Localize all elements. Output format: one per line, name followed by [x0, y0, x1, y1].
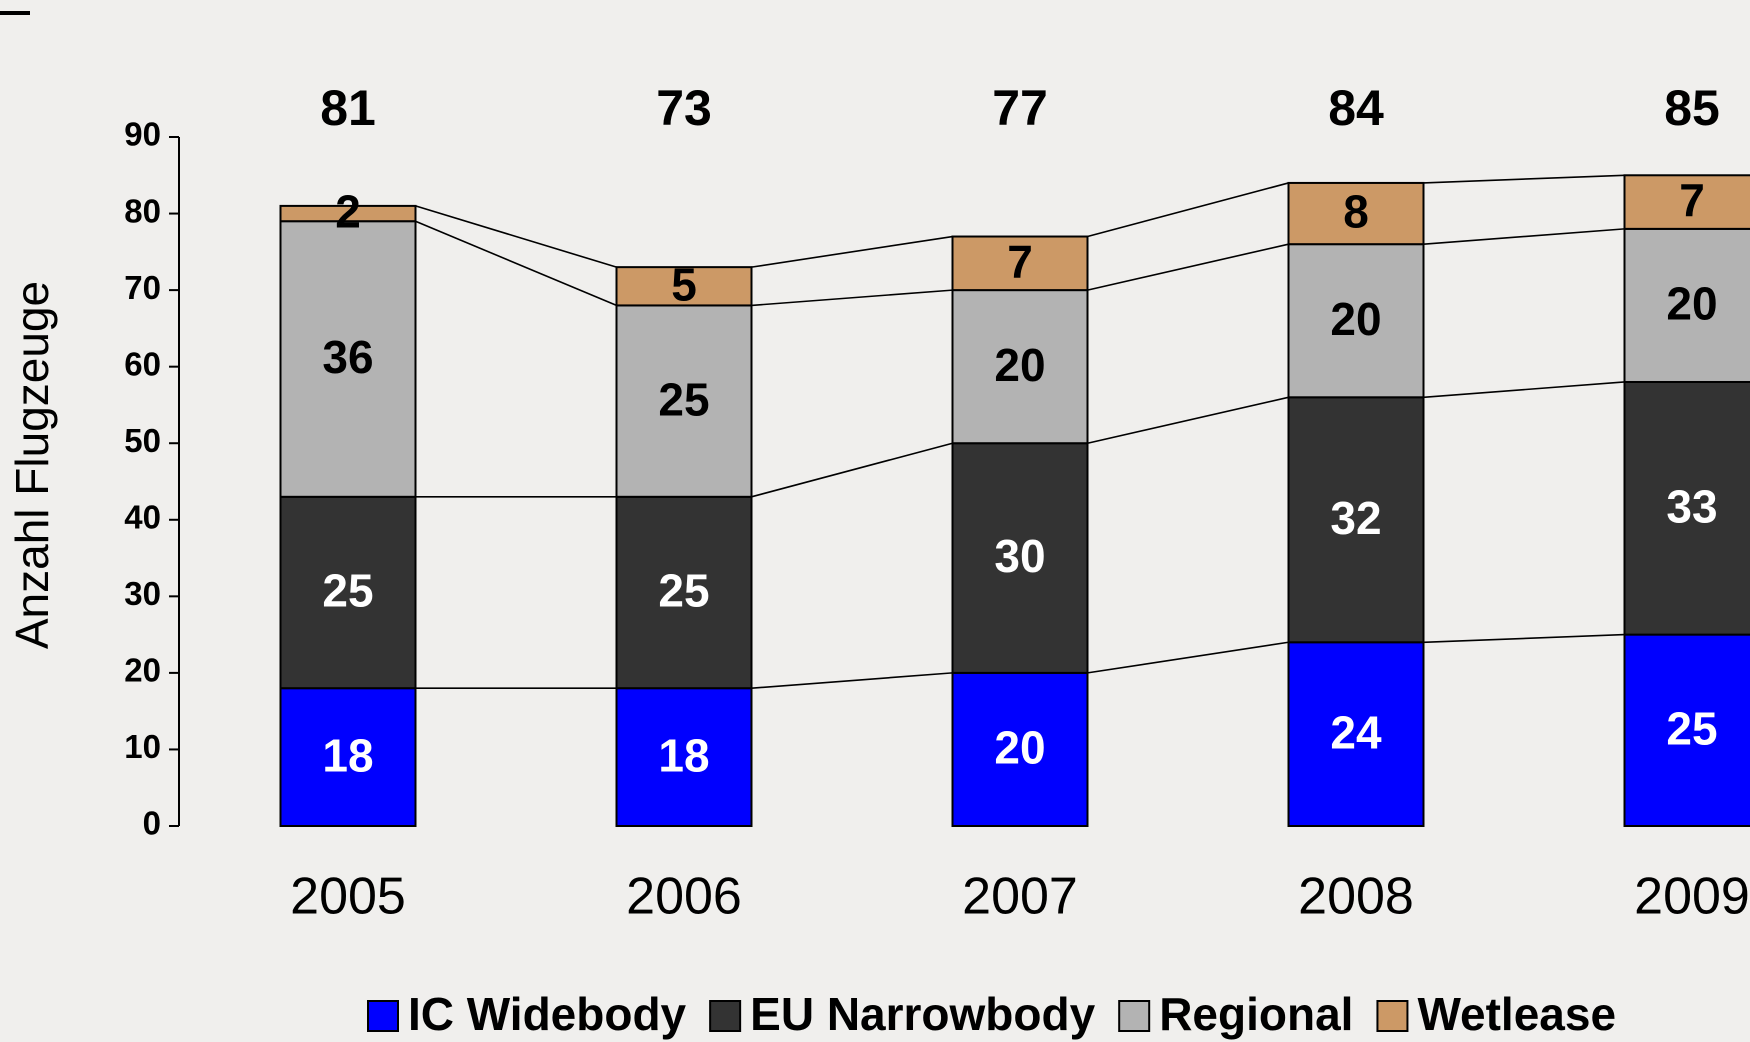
bar-segment: [615, 266, 753, 307]
y-tick-label: 50: [124, 422, 161, 459]
y-tick-label: 80: [124, 192, 161, 229]
legend-label: EU Narrowbody: [750, 988, 1095, 1040]
total-label: 77: [992, 80, 1048, 136]
connector-line: [415, 220, 617, 307]
y-axis-label: Anzahl Flugzeuge: [6, 281, 58, 649]
connector-line: [1087, 641, 1289, 674]
total-label: 84: [1328, 80, 1384, 136]
legend-swatch: [367, 1000, 399, 1032]
bar-segment: [951, 235, 1089, 292]
x-tick-label: 2005: [290, 868, 406, 926]
bar-segment: [951, 671, 1089, 828]
segment-label: 5: [671, 258, 697, 310]
segment-label: 7: [1007, 235, 1033, 287]
bar-segment: [1287, 641, 1425, 827]
segment-label: 20: [1666, 278, 1717, 330]
connector-line: [1423, 228, 1625, 245]
segment-label: 18: [322, 729, 373, 781]
connector-line: [1087, 182, 1289, 238]
y-tick-label: 20: [124, 652, 161, 689]
x-tick-label: 2008: [1298, 868, 1414, 926]
connector-line: [1087, 396, 1289, 445]
segment-label: 20: [994, 722, 1045, 774]
bar-segment: [1287, 243, 1425, 399]
y-tick-label: 30: [124, 575, 161, 612]
bar-segment: [615, 495, 753, 690]
total-label: 73: [656, 80, 712, 136]
legend-label: Regional: [1159, 988, 1353, 1040]
segment-label: 25: [1666, 702, 1717, 754]
segment-label: 25: [658, 565, 709, 617]
legend-swatch: [1376, 1000, 1409, 1032]
total-label: 85: [1664, 80, 1720, 136]
connector-line: [1087, 243, 1289, 291]
legend-swatch: [709, 1000, 742, 1032]
bar-segment: [1287, 396, 1425, 644]
segment-label: 25: [658, 373, 709, 425]
segment-label: 25: [322, 565, 373, 617]
y-tick-label: 70: [124, 269, 161, 306]
segment-label: 24: [1330, 706, 1382, 758]
bar-segment: [279, 204, 417, 223]
segment-label: 33: [1666, 480, 1717, 532]
segment-label: 7: [1679, 174, 1705, 226]
segment-label: 8: [1343, 186, 1369, 238]
bar-segment: [1623, 174, 1750, 230]
bar-segment: [1287, 181, 1425, 246]
segment-label: 20: [994, 339, 1045, 391]
x-tick-label: 2009: [1634, 868, 1750, 926]
connector-line: [751, 442, 953, 498]
connector-line: [415, 205, 617, 268]
bar-segment: [615, 304, 753, 498]
y-tick-label: 40: [124, 498, 161, 535]
connector-line: [751, 235, 953, 268]
legend-swatch: [1118, 1000, 1151, 1032]
segment-label: 30: [994, 530, 1045, 582]
y-tick-label: 60: [124, 345, 161, 382]
connector-line: [1423, 381, 1625, 399]
legend-label: Wetlease: [1417, 988, 1616, 1040]
bar-segment: [951, 289, 1089, 445]
connector-line: [1423, 633, 1625, 644]
segment-label: 32: [1330, 492, 1381, 544]
connector-line: [1423, 174, 1625, 184]
segment-label: 18: [658, 729, 709, 781]
bar-segment: [951, 442, 1089, 674]
y-tick-label: 0: [143, 805, 161, 842]
legend-label: IC Widebody: [408, 988, 687, 1040]
bar-segment: [279, 687, 417, 828]
segment-label: 20: [1330, 293, 1381, 345]
connector-line: [751, 289, 953, 307]
x-tick-label: 2006: [626, 868, 742, 926]
segment-label: 2: [335, 186, 361, 238]
connector-line: [751, 672, 953, 689]
bar-segment: [615, 687, 753, 828]
total-label: 81: [320, 80, 376, 136]
x-tick-label: 2007: [962, 868, 1078, 926]
bar-segment: [1623, 227, 1750, 383]
y-tick-label: 10: [124, 728, 161, 765]
segment-label: 36: [322, 331, 373, 383]
y-tick-label: 90: [124, 116, 161, 153]
